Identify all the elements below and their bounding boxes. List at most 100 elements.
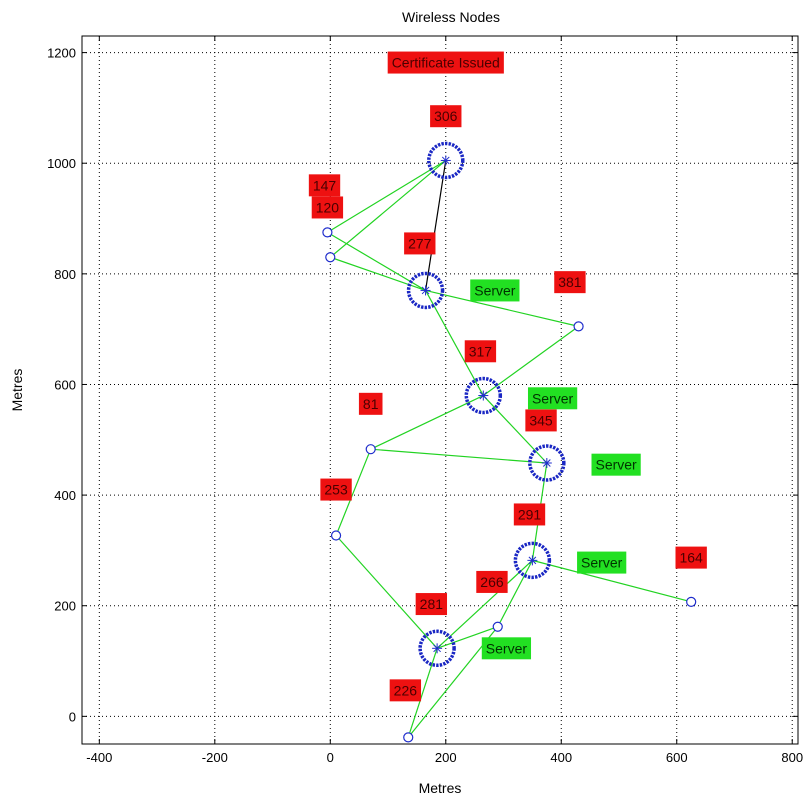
star-stroke: [479, 391, 488, 400]
server-label: Server: [581, 555, 623, 571]
node-circle-marker: [322, 227, 333, 238]
node-id-label: 281: [420, 596, 444, 612]
node-id-label-group: 277: [404, 232, 436, 255]
network-edge: [482, 325, 579, 397]
node-id-label-box: [387, 51, 504, 74]
node-id-label-group: 226: [389, 679, 422, 702]
server-star-marker: [527, 555, 538, 566]
server-label-box: [591, 453, 641, 476]
x-axis-label: Metres: [419, 780, 462, 796]
x-tick-label: -200: [202, 750, 228, 765]
network-edge: [370, 448, 547, 464]
server-label-group: Server: [527, 387, 578, 410]
node-id-label: 81: [363, 396, 379, 412]
node-id-label: 381: [558, 274, 582, 290]
network-edge: [425, 290, 484, 396]
axis-ticks: -400 -200 0 200 400 600 800 0 200 400 600 800 1000 12…: [47, 36, 803, 765]
node-id-label-box: [675, 546, 707, 569]
y-tick-label: 400: [54, 488, 76, 503]
y-tick-label: 800: [54, 267, 76, 282]
server-label: Server: [486, 640, 528, 656]
star-stroke: [542, 459, 551, 467]
x-tick-label: -400: [86, 750, 112, 765]
node-id-label-group: 253: [320, 478, 352, 501]
node-id-label-group: Certificate Issued: [387, 51, 504, 74]
node-id-label-group: 81: [358, 392, 383, 415]
node-id-label: 226: [394, 682, 418, 698]
node-id-label-group: 164: [675, 546, 707, 569]
node-id-label: 120: [316, 199, 340, 215]
server-ring: [464, 376, 503, 415]
server-star-marker: [541, 458, 552, 469]
network-edge: [370, 394, 484, 450]
node-id-label-box: [389, 679, 422, 702]
node-id-label-box: [554, 271, 586, 294]
server-star-marker: [432, 643, 443, 654]
node-id-label-box: [476, 570, 508, 593]
network-edge: [329, 159, 447, 258]
node-circle-marker: [686, 596, 697, 607]
node-id-label-group: 381: [554, 271, 586, 294]
node-id-label: 277: [408, 235, 432, 251]
star-stroke: [441, 156, 450, 165]
star-stroke: [433, 644, 441, 653]
node-id-label-group: 120: [311, 196, 344, 219]
node-id-label-box: [358, 392, 383, 415]
node-id-label-box: [404, 232, 436, 255]
node-id-label-group: 317: [464, 340, 497, 363]
node-id-label-box: [308, 174, 341, 197]
node-id-label-box: [513, 503, 546, 526]
node-circle-marker: [365, 444, 376, 455]
node-id-label-box: [464, 340, 497, 363]
node-id-label: 164: [679, 550, 703, 566]
chart-title: Wireless Nodes: [402, 9, 500, 25]
node-id-label: 266: [480, 574, 504, 590]
node-id-label-box: [311, 196, 344, 219]
server-label: Server: [474, 282, 516, 298]
node-id-label-group: 345: [525, 409, 557, 432]
network-edge: [425, 289, 579, 327]
node-id-label-group: 147: [308, 174, 341, 197]
star-stroke: [421, 286, 430, 295]
network-edge: [436, 559, 533, 649]
server-star-marker: [440, 155, 451, 166]
node-circle-marker: [403, 732, 414, 743]
network-edge: [327, 231, 426, 291]
network-edge: [497, 560, 533, 628]
x-tick-label: 400: [550, 750, 572, 765]
node-id-label: 253: [324, 482, 348, 498]
server-label-box: [577, 551, 627, 574]
y-tick-label: 600: [54, 377, 76, 392]
network-edge: [532, 559, 692, 603]
star-stroke: [528, 556, 537, 565]
node-labels: Certificate Issued 306 147 120 277 381 317 81 34…: [308, 51, 707, 702]
server-ring: [406, 271, 445, 310]
node-id-label: 147: [313, 177, 337, 193]
certificate-edge: [424, 160, 447, 291]
server-star-marker: [478, 390, 489, 401]
node-id-label-box: [415, 593, 448, 616]
server-label-group: Server: [591, 453, 641, 476]
node-id-label: Certificate Issued: [392, 55, 500, 71]
y-tick-label: 1000: [47, 156, 76, 171]
y-tick-label: 1200: [47, 46, 76, 61]
node-id-label: 345: [529, 412, 553, 428]
node-id-label: 306: [434, 108, 458, 124]
x-tick-label: 0: [327, 750, 334, 765]
server-star-marker: [420, 285, 431, 296]
grid-lines: [82, 36, 798, 744]
node-circle-marker: [325, 252, 336, 263]
node-id-label-box: [430, 105, 462, 128]
node-id-label-box: [320, 478, 352, 501]
server-ring: [513, 541, 552, 580]
server-label-box: [527, 387, 578, 410]
node-id-label: 291: [518, 506, 542, 522]
server-ring: [418, 629, 456, 668]
node-id-label-group: 281: [415, 593, 448, 616]
server-label: Server: [595, 457, 637, 473]
node-id-label: 317: [469, 343, 493, 359]
server-label-group: Server: [577, 551, 627, 574]
x-tick-label: 800: [781, 750, 803, 765]
x-tick-label: 200: [435, 750, 457, 765]
y-tick-label: 0: [69, 709, 76, 724]
